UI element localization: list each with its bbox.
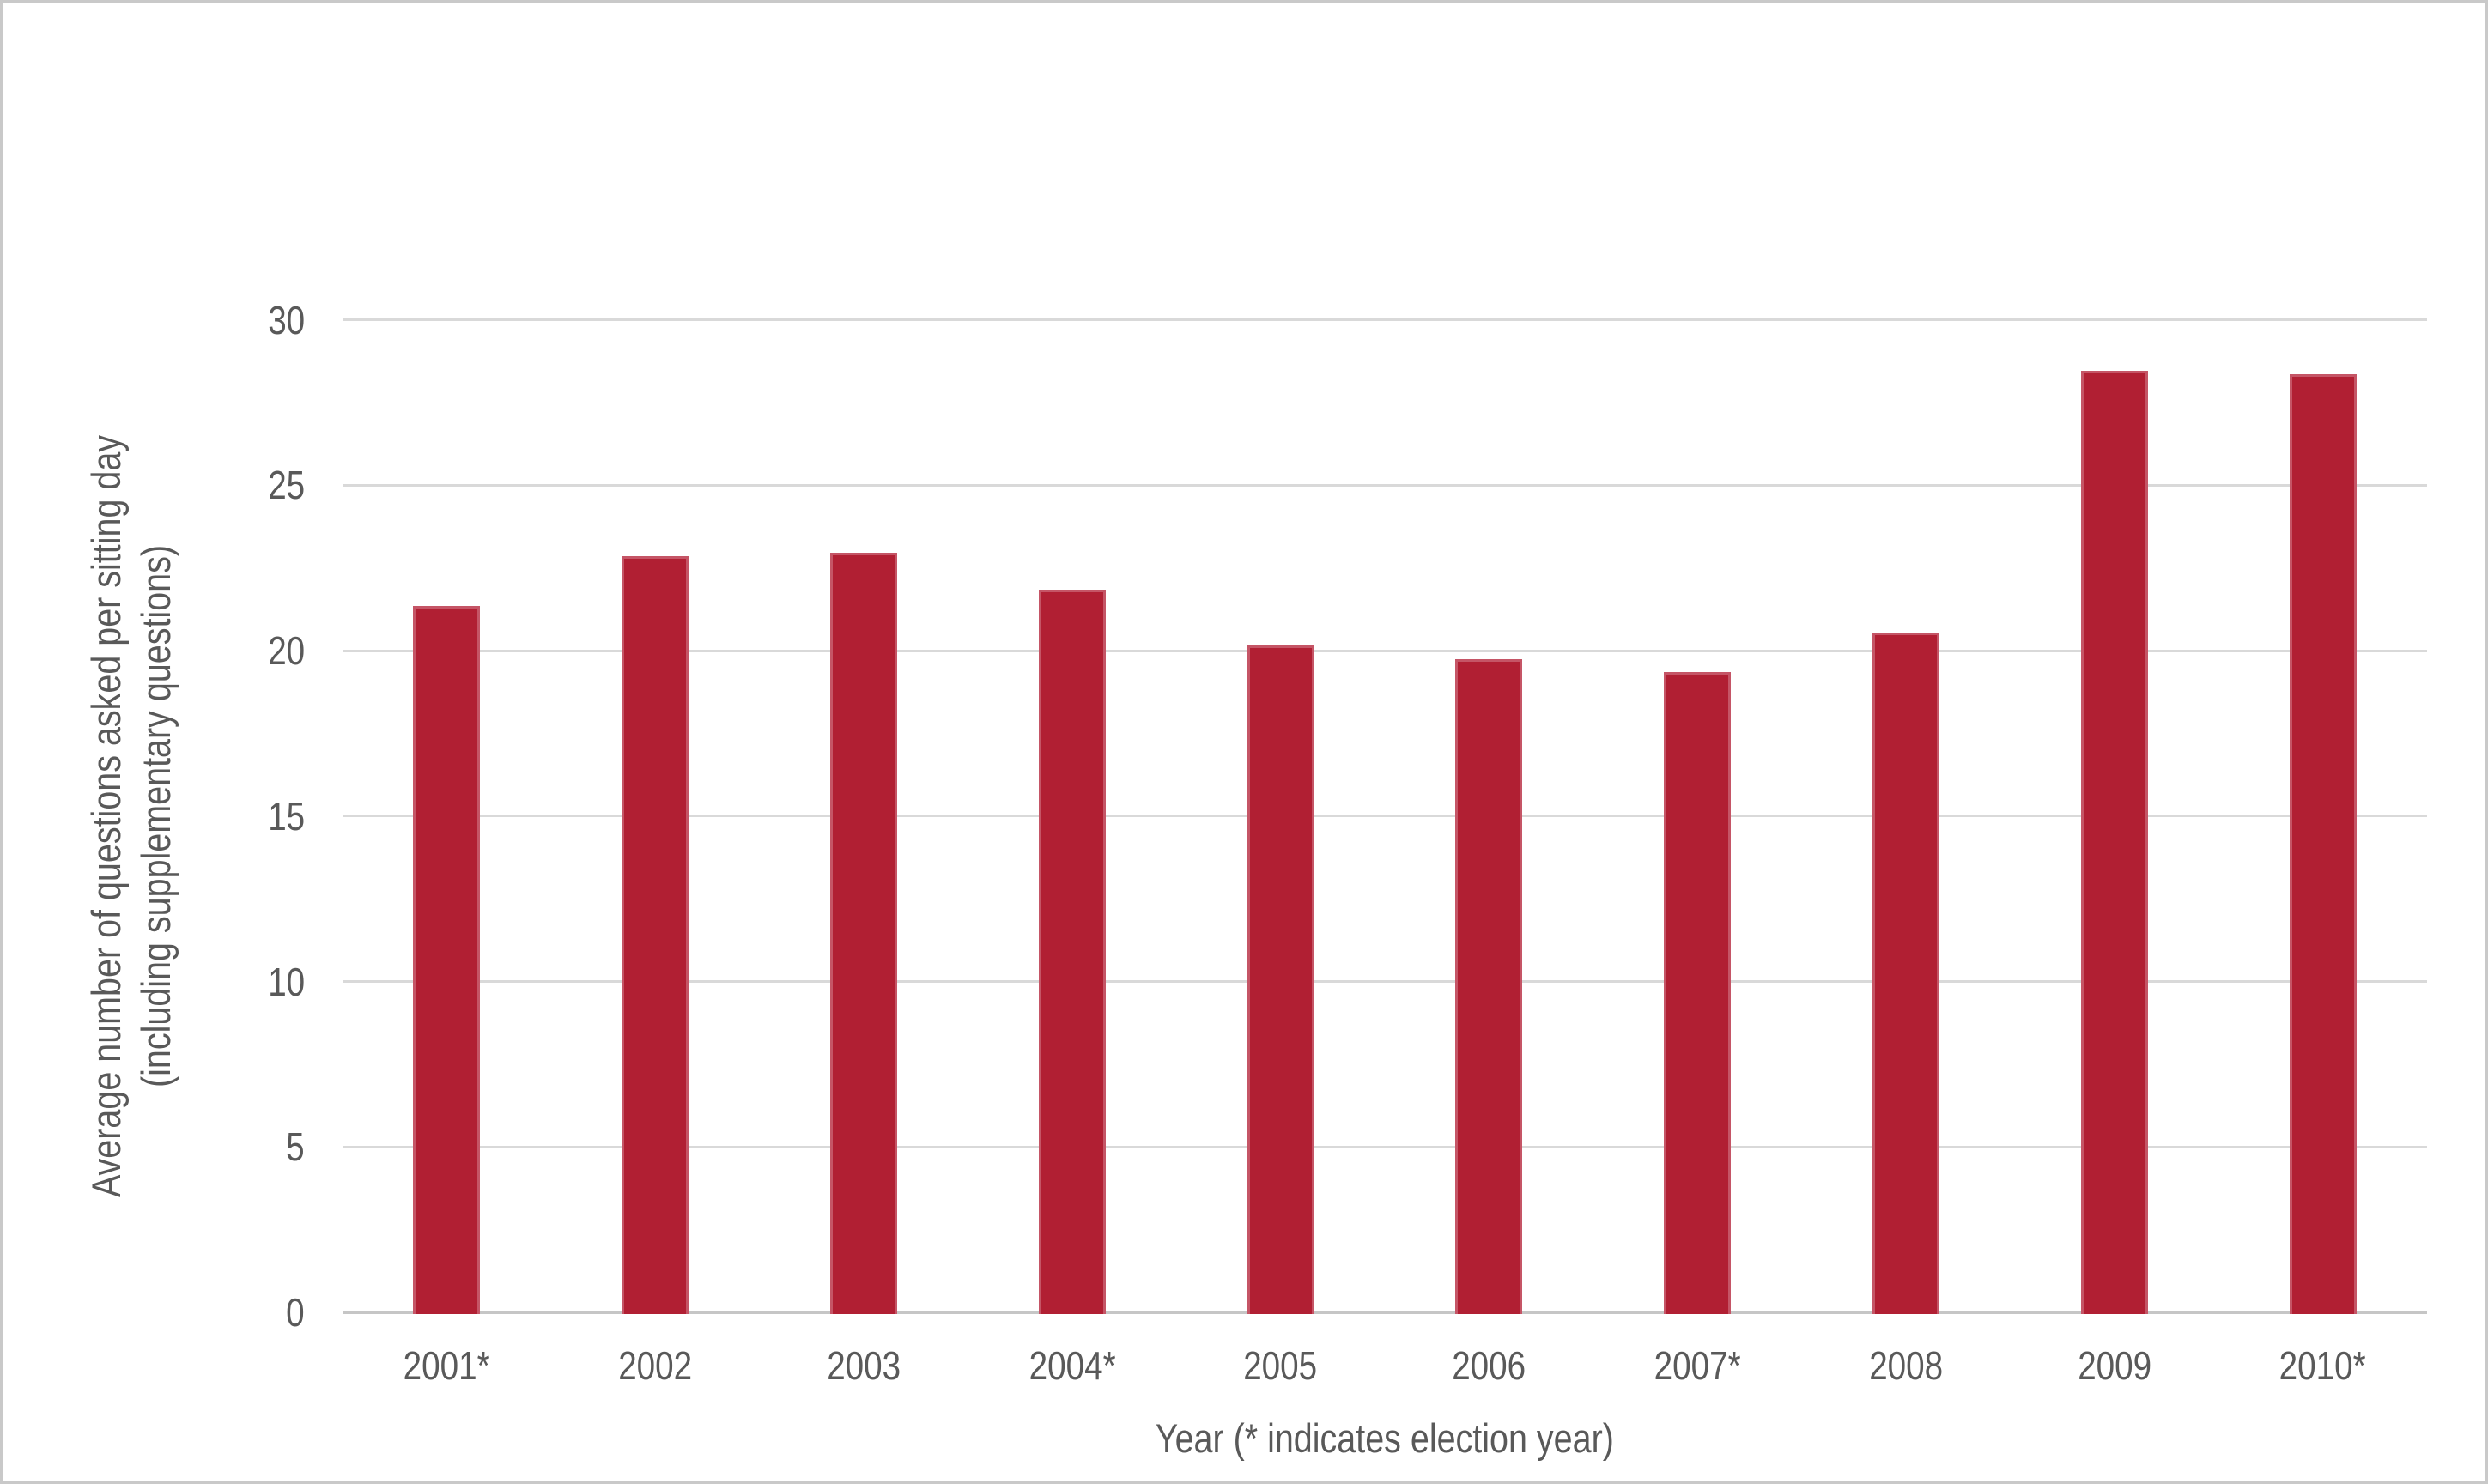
x-axis-labels: 2001* 2002 2003 2004* 2005 2006 2007* 2008 2009 2… [3,3,2485,1481]
x-label-2006: 2006 [1377,1340,1600,1391]
x-label-text: 2006 [1452,1343,1526,1388]
x-label-text: 2010* [2279,1343,2367,1388]
y-tick-label-10: 10 [159,959,305,1005]
bar-2008 [1872,632,1939,1314]
bar-2006 [1455,658,1523,1314]
x-label-2001: 2001* [335,1340,558,1391]
x-label-text: 2002 [618,1343,693,1388]
x-label-2010: 2010* [2212,1340,2435,1391]
y-tick-label-text: 5 [286,1124,305,1170]
bar-2009 [2080,371,2148,1314]
y-tick-label-text: 0 [286,1290,305,1335]
x-label-text: 2009 [2077,1343,2151,1388]
bar-2002 [622,556,689,1314]
y-tick-label-30: 30 [159,297,305,343]
y-tick-label-25: 25 [159,462,305,508]
gridline-25 [343,483,2427,487]
bar-2010 [2289,374,2357,1314]
x-label-2009: 2009 [2003,1340,2226,1391]
x-label-text: 2007* [1654,1343,1741,1388]
y-tick-label-text: 15 [268,793,305,839]
x-label-2003: 2003 [752,1340,975,1391]
bar-2007 [1664,672,1732,1314]
y-tick-label-15: 15 [159,793,305,839]
y-tick-label-0: 0 [159,1289,305,1336]
x-label-text: 2003 [827,1343,901,1388]
y-tick-label-5: 5 [159,1124,305,1170]
x-axis-title: Year (* indicates election year) [343,1412,2427,1465]
gridline-15 [343,815,2427,818]
bars-group [3,3,2485,1481]
bar-2003 [830,553,897,1314]
bar-2004 [1038,589,1106,1314]
bar-2005 [1247,645,1314,1314]
y-tick-label-text: 25 [268,463,305,508]
y-tick-label-text: 30 [268,297,305,342]
x-label-2007: 2007* [1586,1340,1809,1391]
x-axis-line [343,1311,2427,1314]
y-tick-label-text: 20 [268,628,305,673]
bar-2001 [413,606,481,1314]
y-tick-label-text: 10 [268,959,305,1004]
x-label-text: 2005 [1243,1343,1318,1388]
x-label-text: 2008 [1869,1343,1943,1388]
x-label-2005: 2005 [1169,1340,1393,1391]
x-label-2008: 2008 [1794,1340,2018,1391]
gridline-20 [343,649,2427,652]
x-label-2004: 2004* [961,1340,1184,1391]
y-tick-label-20: 20 [159,627,305,674]
gridline-30 [343,318,2427,321]
y-axis-tick-labels: 0 5 10 15 20 25 30 [3,3,2485,1481]
x-axis-title-text: Year (* indicates election year) [1155,1415,1615,1461]
x-label-2002: 2002 [543,1340,767,1391]
x-label-text: 2001* [403,1343,490,1388]
plot-area [3,3,2485,1481]
gridline-10 [343,980,2427,983]
gridline-5 [343,1145,2427,1148]
x-label-text: 2004* [1029,1343,1116,1388]
